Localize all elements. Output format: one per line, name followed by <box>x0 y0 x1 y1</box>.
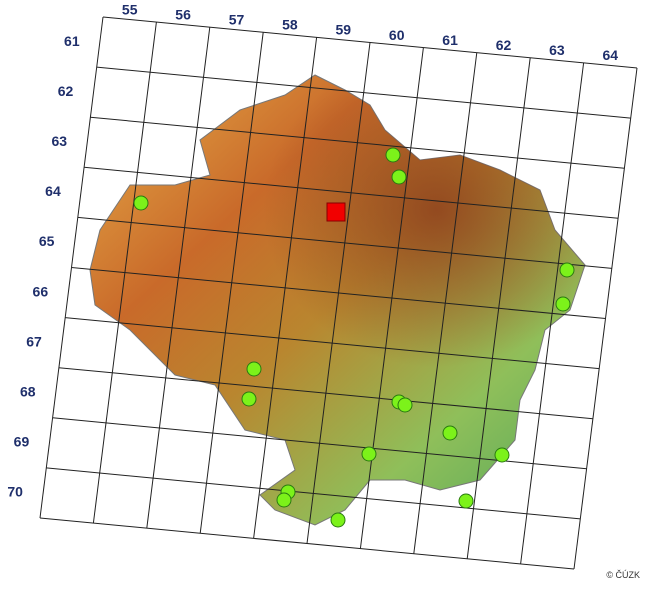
occurrence-marker <box>241 391 257 407</box>
grid-labels: 55 56 57 58 59 60 61 62 63 64 61 62 63 64 65 66 67 68 69 70 <box>7 1 618 499</box>
row-label: 70 <box>7 484 23 500</box>
column-label: 56 <box>175 6 191 22</box>
occurrence-marker <box>494 447 510 463</box>
occurrence-marker <box>330 512 346 528</box>
column-label: 64 <box>603 47 619 63</box>
occurrence-marker <box>458 493 474 509</box>
occurrence-marker <box>442 425 458 441</box>
row-label: 68 <box>20 383 36 399</box>
occurrence-marker <box>555 296 571 312</box>
markers <box>133 147 575 528</box>
grid-line <box>96 66 631 119</box>
grid-line <box>65 317 600 370</box>
grid-line <box>71 267 606 319</box>
grid-line <box>46 467 581 520</box>
row-label: 61 <box>64 33 80 49</box>
column-label: 59 <box>336 22 352 38</box>
occurrence-marker <box>361 446 377 462</box>
occurrence-marker <box>391 169 407 185</box>
grid <box>39 16 638 570</box>
grid-line <box>77 216 612 269</box>
column-label: 62 <box>496 37 512 53</box>
occurrence-marker <box>246 361 262 377</box>
row-label: 62 <box>58 83 74 99</box>
row-label: 65 <box>39 233 55 249</box>
credit: © ČÚZK <box>606 570 640 580</box>
occurrence-marker <box>133 195 149 211</box>
location-marker <box>326 202 346 222</box>
grid-line <box>58 367 593 420</box>
column-label: 60 <box>389 27 405 43</box>
row-label: 63 <box>51 133 67 149</box>
column-label: 55 <box>122 1 138 17</box>
column-label: 61 <box>442 32 458 48</box>
column-label: 57 <box>229 11 245 27</box>
row-label: 64 <box>45 183 61 199</box>
row-label: 67 <box>26 333 42 349</box>
column-label: 58 <box>282 17 298 33</box>
occurrence-marker <box>385 147 401 163</box>
row-label: 69 <box>14 434 30 450</box>
grid-line <box>90 116 625 169</box>
grid-line <box>102 16 638 69</box>
occurrence-marker <box>559 262 575 278</box>
occurrence-marker <box>276 492 292 508</box>
grid-line <box>39 517 575 570</box>
column-label: 63 <box>549 42 565 58</box>
occurrence-marker <box>397 397 413 413</box>
grid-line <box>84 166 619 219</box>
row-label: 66 <box>33 283 49 299</box>
